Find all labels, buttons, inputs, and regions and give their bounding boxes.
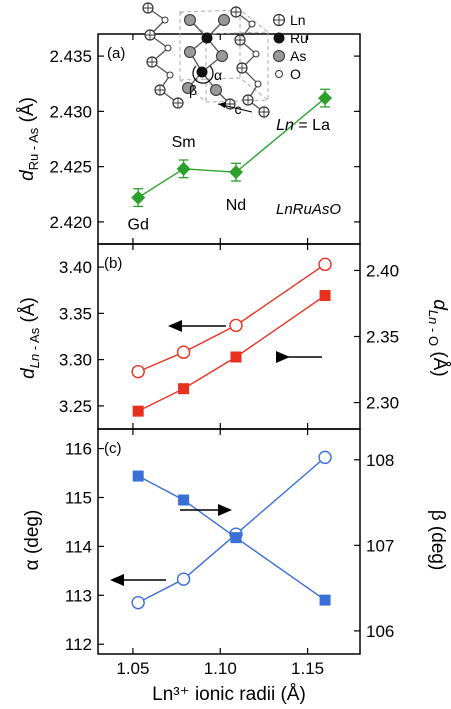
point-label: Ln = La xyxy=(276,117,330,134)
legend-o-icon xyxy=(275,70,283,78)
panel-c-ytick-labels-left: 112 113 114 115 116 xyxy=(65,440,92,655)
data-point xyxy=(228,165,243,180)
legend-ln-icon-cross xyxy=(274,15,284,25)
y-tick-label: 2.420 xyxy=(49,213,92,232)
x-tick-label: 1.05 xyxy=(116,659,149,678)
data-point xyxy=(318,91,333,106)
panel-a-ylabel: dRu - As (Å) xyxy=(17,97,41,181)
panel-b-ylabel-right: dLn - O (Å) xyxy=(426,299,450,376)
panel-a: (a) 2.420 2.425 2.430 2.435 xyxy=(17,2,361,245)
legend-label: As xyxy=(290,48,306,64)
data-point xyxy=(132,470,144,482)
panel-b-ticks xyxy=(98,244,360,429)
panel-c-ylabel-right: β (deg) xyxy=(427,510,448,571)
arrow-to-left-axis xyxy=(168,320,226,332)
arrow-to-right-axis xyxy=(276,351,322,363)
series-line-0 xyxy=(137,456,326,604)
panel-b-frame xyxy=(97,243,361,430)
y-tick-label: 3.25 xyxy=(59,397,92,416)
data-point xyxy=(131,595,145,610)
data-point xyxy=(131,364,145,379)
series-line-1 xyxy=(137,475,326,601)
data-point xyxy=(176,572,191,586)
legend-ru-icon xyxy=(273,32,285,44)
crystal-structure-inset xyxy=(142,2,270,118)
series-line-0 xyxy=(137,263,326,373)
panel-c-ticks xyxy=(98,429,360,654)
data-point xyxy=(176,345,191,359)
arrow-to-right-axis-c xyxy=(180,504,232,516)
x-tick-labels: 1.05 1.10 1.15 xyxy=(116,659,324,678)
y-tick-label: 3.30 xyxy=(59,351,92,370)
data-point xyxy=(178,494,190,506)
x-tick-label: 1.10 xyxy=(204,659,237,678)
y-tick-label: 116 xyxy=(65,440,92,459)
data-point xyxy=(230,351,242,363)
panel-c-letter: (c) xyxy=(104,440,122,457)
y-tick-label: 113 xyxy=(65,586,92,605)
annotation-compound: LnRuAsO xyxy=(276,201,341,218)
data-point xyxy=(229,318,243,333)
data-point xyxy=(176,161,191,176)
panel-c-frame xyxy=(97,428,361,655)
legend-label: O xyxy=(290,66,301,82)
inset-label: α xyxy=(214,67,222,83)
legend-label: Ru xyxy=(290,30,308,46)
panel-c-ytick-labels-right: 106 107 108 xyxy=(366,451,394,641)
panel-c-ylabel-left: α (deg) xyxy=(22,510,43,571)
panel-c: (c) 112 113 114 115 116 106 107 108 α (deg) β … xyxy=(22,428,448,705)
inset-labels: α β c xyxy=(189,67,242,117)
data-point xyxy=(131,190,146,205)
data-point xyxy=(178,383,190,395)
panel-b-data xyxy=(131,257,332,417)
arrow-to-left-axis-c xyxy=(110,574,166,586)
panel-a-letter: (a) xyxy=(107,45,125,62)
data-point xyxy=(132,405,144,417)
data-point xyxy=(318,257,332,272)
panel-b-letter: (b) xyxy=(104,255,122,272)
panel-b-ytick-labels-right: 2.30 2.35 2.40 xyxy=(366,261,399,412)
panel-b: (b) 3.25 3.30 3.35 3.40 2.30 2.35 2.40 dLn - … xyxy=(18,243,450,430)
panel-b-ytick-labels-left: 3.25 3.30 3.35 3.40 xyxy=(59,258,92,416)
panel-a-data: Gd Sm Nd Ln = La xyxy=(128,88,333,234)
legend-as-icon xyxy=(273,50,285,62)
point-label: Sm xyxy=(172,134,196,151)
legend-label: Ln xyxy=(290,12,306,28)
y-tick-label: 2.435 xyxy=(49,47,92,66)
y-tick-label: 112 xyxy=(65,635,92,654)
data-point xyxy=(230,532,242,544)
panel-a-ticks xyxy=(98,34,360,244)
panel-a-ytick-labels: 2.420 2.425 2.430 2.435 xyxy=(49,47,92,232)
y-tick-label-right: 2.35 xyxy=(366,328,399,347)
y-tick-label: 3.35 xyxy=(59,304,92,323)
y-tick-label: 2.430 xyxy=(49,102,92,121)
x-tick-label: 1.15 xyxy=(291,659,324,678)
structure-legend: Ln Ru As O xyxy=(272,12,308,82)
x-axis-label: Ln³⁺ ionic radii (Å) xyxy=(152,684,306,705)
y-tick-label-right: 107 xyxy=(366,536,394,555)
inset-label: c xyxy=(235,101,242,117)
y-tick-label: 3.40 xyxy=(59,258,92,277)
y-tick-label-right: 106 xyxy=(366,622,394,641)
series-line-1 xyxy=(137,294,326,412)
panel-b-ylabel-left: dLn - As (Å) xyxy=(18,297,42,379)
data-point xyxy=(318,450,332,465)
data-point xyxy=(319,594,331,606)
y-tick-label: 114 xyxy=(65,537,92,556)
panel-c-data xyxy=(131,450,332,610)
y-tick-label: 2.425 xyxy=(49,158,92,177)
data-point xyxy=(319,290,331,302)
y-tick-label: 115 xyxy=(65,488,92,507)
inset-label: β xyxy=(189,82,197,98)
y-tick-label-right: 2.40 xyxy=(366,261,399,280)
y-tick-label-right: 2.30 xyxy=(366,394,399,413)
y-tick-label-right: 108 xyxy=(366,451,394,470)
point-label: Gd xyxy=(128,217,149,234)
point-label: Nd xyxy=(226,197,246,214)
series-line-0 xyxy=(137,97,326,199)
